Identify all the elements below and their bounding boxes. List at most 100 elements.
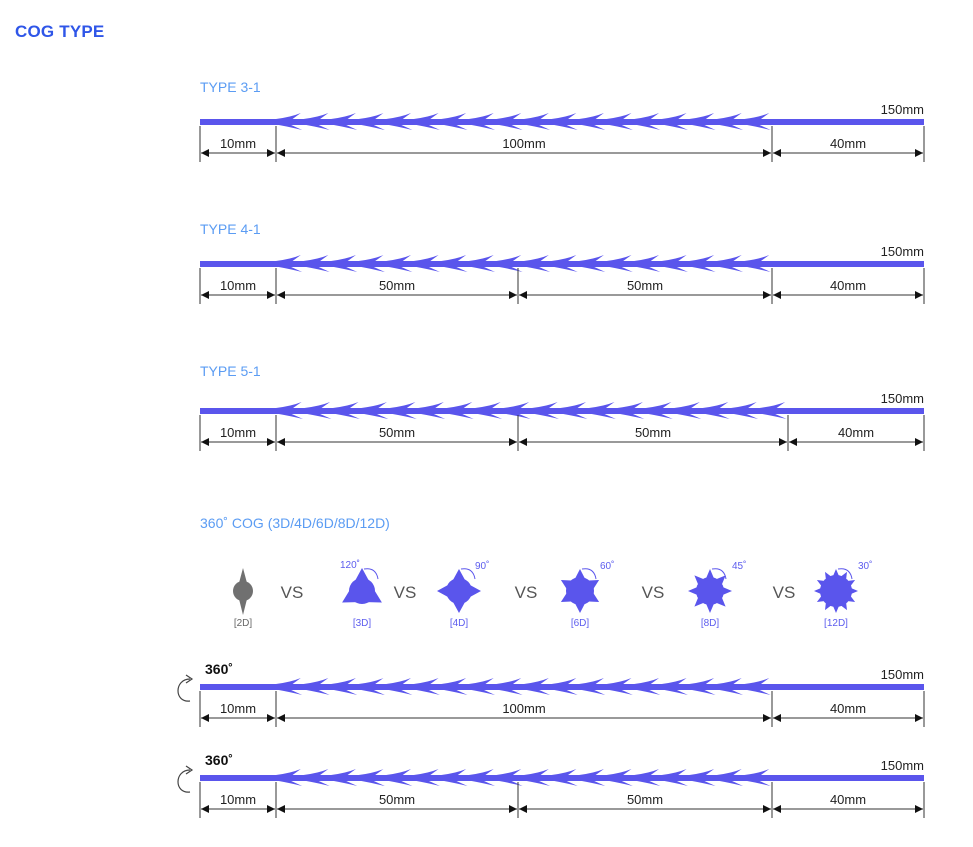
cog-4d-icon bbox=[437, 568, 481, 613]
cog-barb bbox=[689, 678, 715, 684]
arrow-right-icon bbox=[509, 805, 517, 813]
cog-barb bbox=[471, 690, 496, 695]
vs-label: VS bbox=[394, 583, 417, 602]
cog-barb bbox=[276, 255, 301, 261]
cog-barb bbox=[333, 267, 358, 272]
segment-length-label: 40mm bbox=[830, 792, 866, 807]
cog-barb bbox=[389, 402, 416, 408]
cog-barb bbox=[496, 255, 522, 261]
cog-barb bbox=[503, 402, 530, 408]
arrow-left-icon bbox=[773, 291, 781, 299]
arrow-right-icon bbox=[267, 291, 275, 299]
cog-barb bbox=[361, 690, 385, 695]
angle-label: 120˚ bbox=[340, 559, 360, 571]
cog-barb bbox=[499, 125, 523, 130]
segment-length-label: 50mm bbox=[379, 425, 415, 440]
cog-barb bbox=[581, 267, 606, 272]
cog-barb bbox=[444, 267, 468, 272]
arrow-right-icon bbox=[267, 714, 275, 722]
cog-barb bbox=[441, 769, 467, 775]
cog-barb bbox=[634, 678, 660, 684]
rotate-icon bbox=[177, 674, 194, 702]
section-title-type-5-1: TYPE 5-1 bbox=[200, 363, 261, 379]
cog-barb bbox=[634, 113, 660, 119]
cog-barb bbox=[413, 678, 439, 684]
arrow-left-icon bbox=[277, 438, 285, 446]
segment-length-label: 50mm bbox=[627, 792, 663, 807]
cog-barb bbox=[716, 113, 742, 119]
cog-barb bbox=[477, 414, 503, 419]
cog-barb bbox=[499, 781, 523, 786]
thread-bar bbox=[200, 408, 924, 414]
cog-barb bbox=[278, 267, 303, 272]
cog-barb bbox=[471, 125, 496, 130]
cog-barb bbox=[554, 267, 578, 272]
arrow-left-icon bbox=[773, 805, 781, 813]
cog-3d-icon bbox=[342, 568, 382, 604]
cog-type-label: [12D] bbox=[824, 618, 848, 629]
arrow-right-icon bbox=[509, 438, 517, 446]
arrow-left-icon bbox=[773, 149, 781, 157]
cog-barb bbox=[692, 125, 716, 130]
cog-barb bbox=[747, 781, 771, 786]
cog-barb bbox=[335, 414, 360, 419]
cog-barb bbox=[609, 690, 633, 695]
arrow-left-icon bbox=[519, 805, 527, 813]
segment-length-label: 10mm bbox=[220, 792, 256, 807]
thread-row-4 bbox=[177, 765, 925, 818]
thread-bar bbox=[200, 775, 924, 781]
cog-barb bbox=[581, 690, 606, 695]
segment-length-label: 40mm bbox=[830, 136, 866, 151]
cog-barb bbox=[532, 402, 558, 408]
cog-barb bbox=[719, 781, 744, 786]
cog-barb bbox=[719, 125, 744, 130]
cog-barb bbox=[581, 781, 606, 786]
cog-barb bbox=[413, 769, 439, 775]
cog-barb bbox=[677, 414, 702, 419]
segment-length-label: 50mm bbox=[627, 278, 663, 293]
cog-barb bbox=[471, 267, 496, 272]
cog-barb bbox=[333, 781, 358, 786]
cog-barb bbox=[579, 769, 604, 775]
cog-barb bbox=[588, 402, 615, 408]
cog-barb bbox=[303, 678, 329, 684]
thread-row-2 bbox=[199, 402, 925, 451]
cog-barb bbox=[468, 113, 494, 119]
segment-length-label: 10mm bbox=[220, 701, 256, 716]
vs-label: VS bbox=[642, 583, 665, 602]
cog-barb bbox=[441, 678, 467, 684]
cog-barb bbox=[306, 781, 330, 786]
cog-barb bbox=[416, 267, 440, 272]
cog-barb bbox=[551, 769, 577, 775]
cog-barb bbox=[524, 113, 549, 119]
cog-barb bbox=[358, 678, 384, 684]
cog-barb bbox=[609, 125, 633, 130]
arrow-right-icon bbox=[915, 805, 923, 813]
arrow-right-icon bbox=[915, 714, 923, 722]
cog-barb bbox=[524, 255, 549, 261]
cog-barb bbox=[609, 267, 633, 272]
cog-barb bbox=[692, 690, 716, 695]
arrow-left-icon bbox=[519, 438, 527, 446]
cog-barb bbox=[579, 678, 604, 684]
cog-barb bbox=[689, 769, 715, 775]
cog-barb bbox=[418, 402, 444, 408]
cog-barb bbox=[361, 267, 385, 272]
arrow-left-icon bbox=[201, 438, 209, 446]
arrow-left-icon bbox=[773, 714, 781, 722]
cog-barb bbox=[554, 125, 578, 130]
cog-barb bbox=[606, 113, 632, 119]
angle-label: 90˚ bbox=[475, 560, 489, 572]
cog-barb bbox=[716, 769, 742, 775]
angle-label: 60˚ bbox=[600, 560, 614, 572]
cog-barb bbox=[361, 402, 387, 408]
cog-barb bbox=[664, 690, 688, 695]
arrow-left-icon bbox=[201, 291, 209, 299]
cog-barb bbox=[331, 113, 356, 119]
cog-barb bbox=[664, 125, 688, 130]
cog-barb bbox=[306, 125, 330, 130]
cog-barb bbox=[661, 678, 687, 684]
cog-barb bbox=[554, 690, 578, 695]
cog-barb bbox=[276, 678, 301, 684]
vs-label: VS bbox=[773, 583, 796, 602]
